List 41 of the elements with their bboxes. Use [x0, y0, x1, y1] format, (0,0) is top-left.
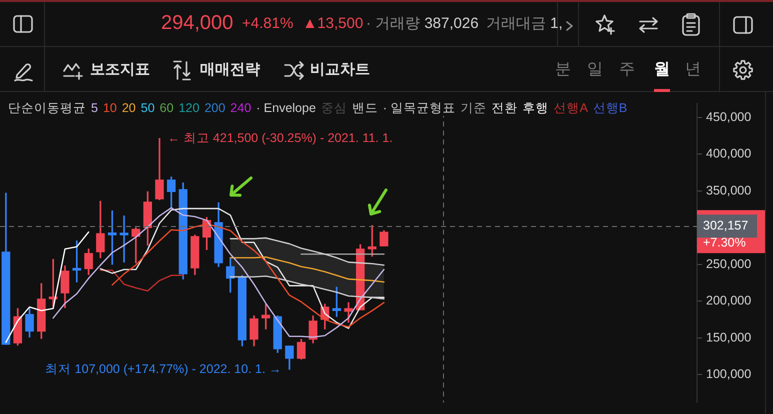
chart-subtitle: +4.81% ▲13,500 [242, 15, 364, 32]
y-tick-label: 350,000 [706, 183, 752, 198]
y-tick-label: 250,000 [706, 256, 752, 271]
text: 거래대금 1, [486, 14, 563, 33]
text: 전환 [492, 100, 518, 116]
text: 선행A [554, 100, 588, 116]
text: 밴드 [352, 100, 378, 116]
text: 매매전략 [200, 60, 260, 79]
y-tick-label: 200,000 [706, 294, 752, 308]
legend-label: 240 [230, 100, 252, 116]
text: 년 [685, 60, 701, 80]
legend-label: 50 [140, 100, 155, 116]
text: +7.30% [703, 236, 746, 250]
annotation: 단순이동평균 [8, 100, 86, 116]
legend-label: 선행B [592, 100, 628, 116]
text: 주 [619, 60, 635, 80]
chart-title: 294,000 [161, 12, 234, 35]
y-tick-label: 400,000 [706, 146, 752, 161]
text: 보조지표 [90, 60, 150, 79]
legend-label: 중심 [320, 100, 347, 116]
annotation: ← 최고 421,500 (-30.25%) - 2021. 11. 1. [167, 130, 393, 145]
y-tick-label: 150,000 [706, 330, 752, 344]
text: 일 [587, 60, 603, 80]
y-tick-label: 100,000 [706, 367, 752, 382]
legend-label: 200 [204, 100, 226, 116]
annotation: · Envelope [256, 100, 316, 116]
legend-label: 120 [178, 100, 200, 116]
text: 20 [122, 100, 136, 116]
text: 월 [654, 60, 670, 80]
annotation: 최저 107,000 (+174.77%) - 2022. 10. 1. → [45, 362, 282, 376]
text: · 거래량 387,026 [366, 14, 479, 33]
text: 5 [91, 100, 98, 116]
text: 후행 [522, 100, 549, 116]
text: 10 [102, 100, 117, 116]
annotation: · 일목균형표 [382, 100, 456, 116]
text: 분 [555, 60, 571, 80]
ref-line-label: 302,157 [703, 218, 748, 233]
legend-label: 60 [160, 100, 174, 116]
y-tick-label: 450,000 [706, 110, 752, 124]
text: 기준 [460, 100, 487, 116]
text: 비교차트 [310, 60, 370, 79]
